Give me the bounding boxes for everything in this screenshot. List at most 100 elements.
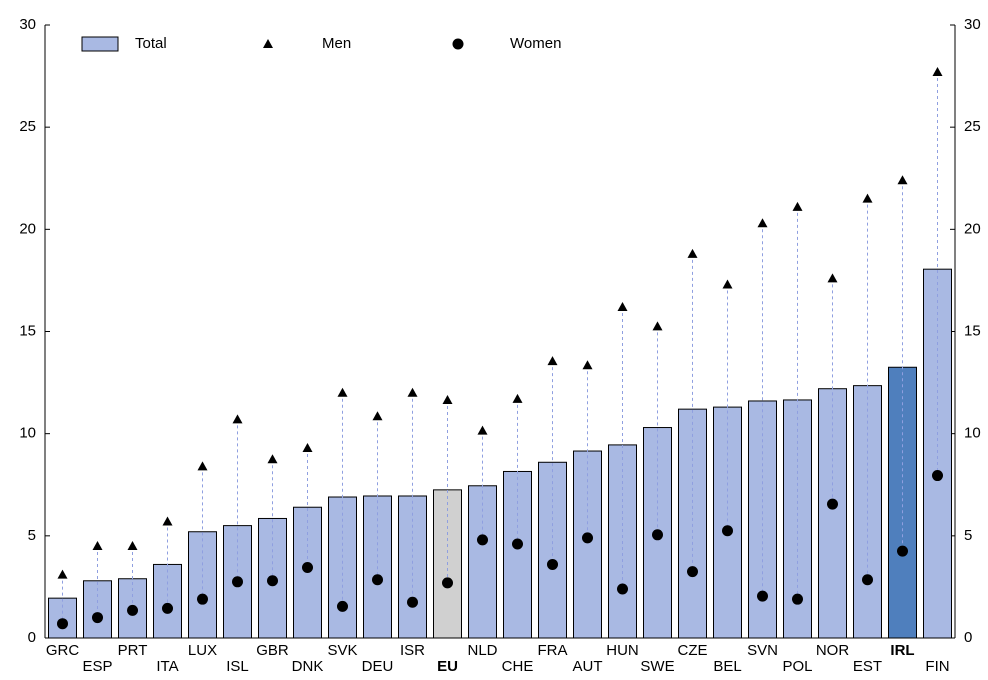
women-marker [92,612,103,624]
men-marker [372,411,383,421]
y2-tick-label: 15 [964,322,981,339]
y-tick-label: 25 [19,118,36,135]
x-tick-label: CHE [502,658,534,675]
men-marker [862,193,873,203]
women-marker [197,593,208,605]
men-marker [582,360,593,370]
women-marker [862,574,873,586]
legend-label: Women [510,35,561,52]
bar [573,450,602,639]
x-tick-label: CZE [678,642,708,659]
x-tick-label: BEL [713,658,741,675]
women-marker [267,575,278,587]
legend-marker [263,39,273,48]
men-marker [92,541,103,551]
x-tick-label: ITA [156,658,178,675]
y2-tick-label: 10 [964,425,981,442]
y2-tick-label: 25 [964,118,981,135]
women-marker [57,618,68,630]
men-marker [687,248,698,258]
x-tick-label: ISR [400,642,425,659]
women-marker [827,498,838,510]
women-marker [477,534,488,546]
women-marker [897,545,908,557]
men-marker [302,442,313,452]
women-marker [442,577,453,589]
y2-tick-label: 20 [964,220,981,237]
women-marker [127,604,138,616]
x-tick-label: AUT [573,658,603,675]
x-tick-label: FRA [538,642,568,659]
x-tick-label: IRL [890,642,914,659]
y-tick-label: 10 [19,425,36,442]
men-marker [652,321,663,331]
women-marker [547,558,558,570]
men-marker [197,461,208,471]
women-marker [512,538,523,550]
x-tick-label: SWE [640,658,674,675]
y-tick-label: 30 [19,16,36,33]
y2-tick-label: 0 [964,629,972,646]
x-tick-label: SVN [747,642,778,659]
men-marker [932,66,943,76]
women-marker [372,574,383,586]
men-marker [897,175,908,185]
men-marker [617,301,628,311]
men-marker [267,454,278,464]
legend-label: Total [135,35,167,52]
x-tick-label: NLD [467,642,497,659]
men-marker [162,516,173,526]
x-tick-label: HUN [606,642,639,659]
x-tick-label: PRT [118,642,148,659]
y-tick-label: 5 [28,527,36,544]
x-tick-label: GBR [256,642,289,659]
women-marker [617,583,628,595]
x-tick-label: EU [437,658,458,675]
bar [188,531,217,639]
men-marker [337,387,348,397]
women-marker [232,576,243,588]
legend-swatch [81,36,119,52]
legend-marker [452,38,464,50]
women-marker [757,590,768,602]
x-tick-label: DEU [362,658,394,675]
y2-tick-label: 30 [964,16,981,33]
y-tick-label: 20 [19,220,36,237]
bar [678,408,707,639]
x-tick-label: ESP [82,658,112,675]
men-marker [442,394,453,404]
women-marker [687,566,698,578]
bar [888,366,917,639]
women-marker [302,562,313,574]
men-marker [722,279,733,289]
women-marker [407,596,418,608]
x-tick-label: GRC [46,642,80,659]
men-marker [827,273,838,283]
men-marker [547,356,558,366]
men-marker [127,541,138,551]
women-marker [652,529,663,541]
y-tick-label: 15 [19,322,36,339]
x-tick-label: SVK [327,642,357,659]
men-marker [477,425,488,435]
men-marker [512,393,523,403]
men-marker [407,387,418,397]
women-marker [792,593,803,605]
x-tick-label: FIN [925,658,949,675]
y2-tick-label: 5 [964,527,972,544]
y-tick-label: 0 [28,629,36,646]
legend-label: Men [322,35,351,52]
x-tick-label: NOR [816,642,850,659]
men-marker [57,569,68,579]
women-marker [162,602,173,614]
women-marker [932,470,943,482]
bar [923,268,952,639]
women-marker [722,525,733,537]
men-marker [232,414,243,424]
x-tick-label: ISL [226,658,249,675]
x-tick-label: POL [782,658,812,675]
men-marker [792,201,803,211]
women-marker [582,532,593,544]
women-marker [337,600,348,612]
